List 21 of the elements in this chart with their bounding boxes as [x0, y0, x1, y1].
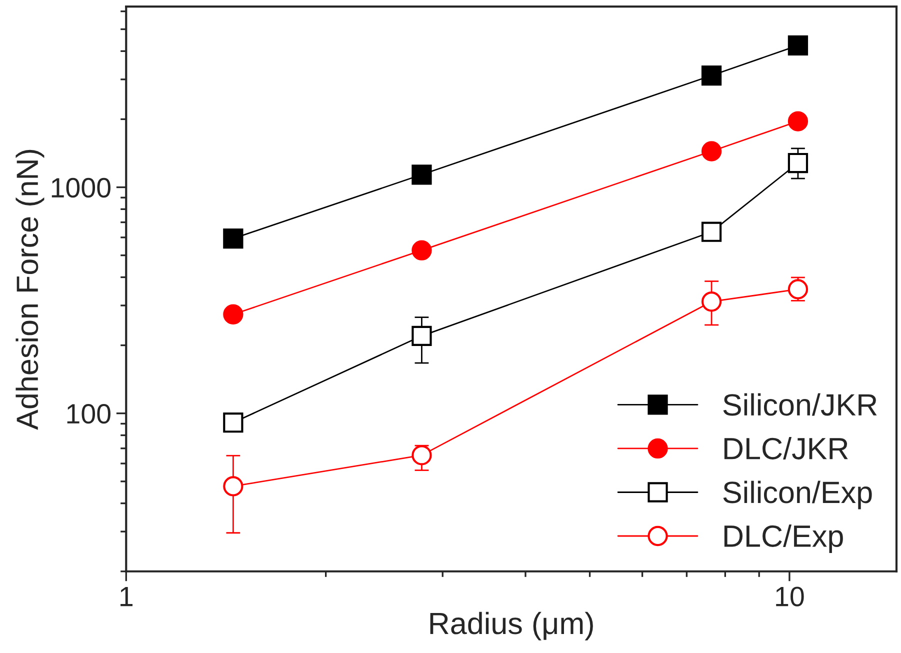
y-tick-label: 100 — [67, 404, 110, 424]
point — [223, 304, 244, 324]
point — [412, 445, 432, 466]
point — [412, 240, 432, 260]
legend-label: Silicon/JKR — [723, 393, 877, 416]
x-tick-label: 10 — [776, 586, 804, 606]
point — [412, 164, 432, 185]
point — [223, 476, 244, 496]
point — [788, 35, 808, 56]
legend-label: DLC/JKR — [724, 437, 848, 460]
y-axis-title: Adhesion Force (nN) — [16, 150, 44, 430]
point — [412, 326, 432, 346]
point — [788, 111, 808, 132]
point — [223, 228, 244, 249]
legend-label: Silicon/Exp — [723, 480, 872, 510]
legend-label: DLC/Exp — [724, 524, 843, 554]
x-axis-title: Radius (μm) — [430, 612, 593, 640]
x-tick-label: 1 — [120, 586, 133, 606]
point — [223, 412, 244, 433]
y-tick-label: 1000 — [52, 178, 110, 198]
point — [788, 152, 808, 174]
